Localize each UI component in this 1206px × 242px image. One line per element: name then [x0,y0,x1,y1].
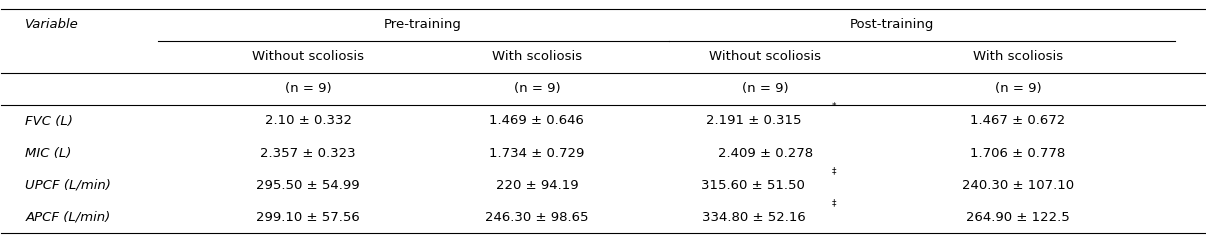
Text: ‡: ‡ [832,166,836,175]
Text: Post-training: Post-training [849,18,933,31]
Text: (n = 9): (n = 9) [285,82,332,95]
Text: (n = 9): (n = 9) [514,82,560,95]
Text: 315.60 ± 51.50: 315.60 ± 51.50 [702,179,806,192]
Text: UPCF (L/min): UPCF (L/min) [25,179,111,192]
Text: 2.409 ± 0.278: 2.409 ± 0.278 [718,147,813,160]
Text: FVC (L): FVC (L) [25,114,74,128]
Text: *: * [832,102,836,111]
Text: 2.10 ± 0.332: 2.10 ± 0.332 [264,114,352,128]
Text: With scoliosis: With scoliosis [492,50,581,63]
Text: 240.30 ± 107.10: 240.30 ± 107.10 [962,179,1075,192]
Text: 1.734 ± 0.729: 1.734 ± 0.729 [490,147,585,160]
Text: APCF (L/min): APCF (L/min) [25,211,111,224]
Text: 1.467 ± 0.672: 1.467 ± 0.672 [971,114,1066,128]
Text: Without scoliosis: Without scoliosis [709,50,821,63]
Text: With scoliosis: With scoliosis [973,50,1064,63]
Text: 2.357 ± 0.323: 2.357 ± 0.323 [260,147,356,160]
Text: Without scoliosis: Without scoliosis [252,50,364,63]
Text: 299.10 ± 57.56: 299.10 ± 57.56 [257,211,361,224]
Text: (n = 9): (n = 9) [995,82,1042,95]
Text: 220 ± 94.19: 220 ± 94.19 [496,179,578,192]
Text: (n = 9): (n = 9) [742,82,789,95]
Text: MIC (L): MIC (L) [25,147,72,160]
Text: Pre-training: Pre-training [384,18,462,31]
Text: 334.80 ± 52.16: 334.80 ± 52.16 [702,211,806,224]
Text: 264.90 ± 122.5: 264.90 ± 122.5 [966,211,1070,224]
Text: 2.191 ± 0.315: 2.191 ± 0.315 [706,114,801,128]
Text: 1.706 ± 0.778: 1.706 ± 0.778 [971,147,1066,160]
Text: 1.469 ± 0.646: 1.469 ± 0.646 [490,114,584,128]
Text: 246.30 ± 98.65: 246.30 ± 98.65 [485,211,589,224]
Text: 295.50 ± 54.99: 295.50 ± 54.99 [257,179,361,192]
Text: Variable: Variable [25,18,80,31]
Text: ‡: ‡ [832,198,836,208]
